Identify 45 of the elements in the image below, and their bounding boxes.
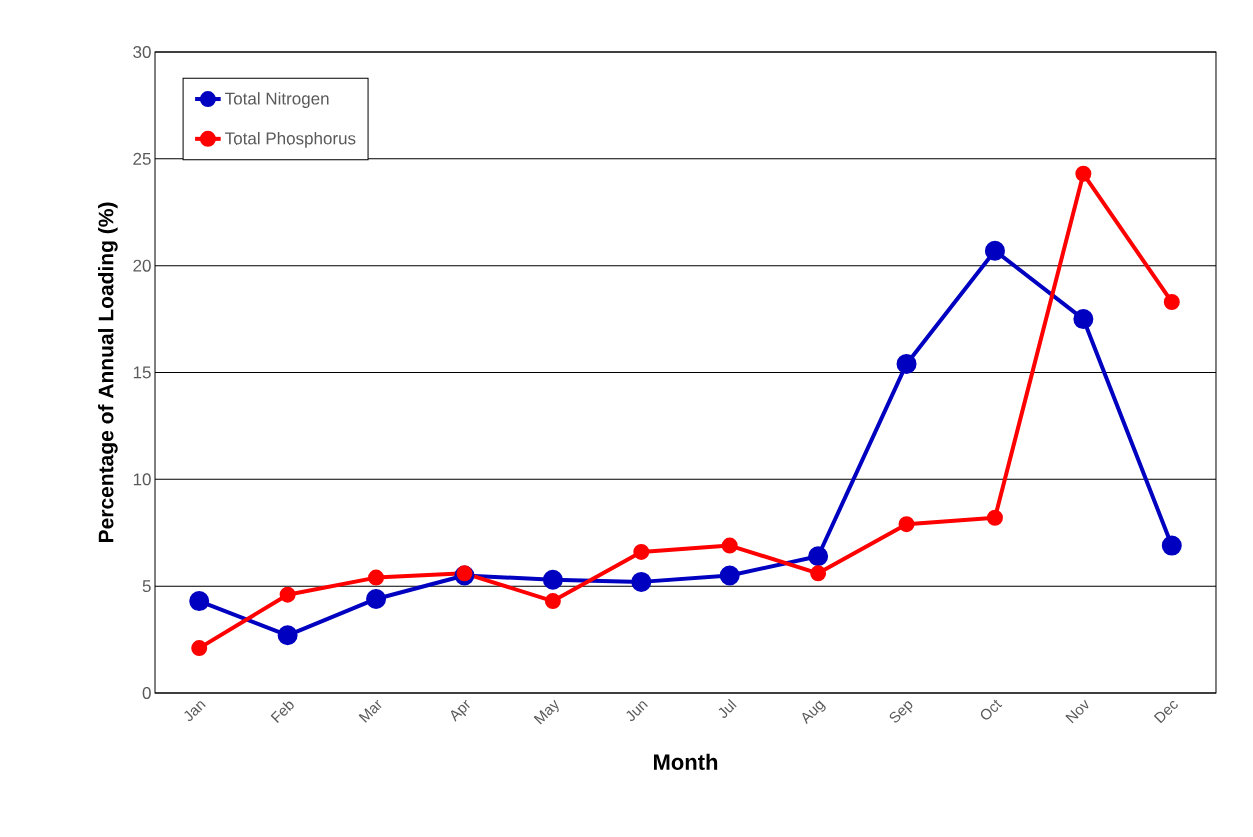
y-tick-label: 0: [142, 686, 151, 700]
y-tick-label: 15: [133, 366, 151, 379]
point: [633, 543, 650, 560]
point: [368, 569, 385, 586]
point: [542, 569, 563, 590]
point: [898, 516, 915, 533]
point: [1163, 293, 1180, 310]
point: [810, 565, 827, 582]
y-tick-label: 20: [133, 259, 151, 272]
y-tick-label: 5: [142, 580, 151, 593]
point: [984, 240, 1005, 261]
point: [719, 565, 740, 586]
point: [277, 625, 298, 646]
y-tick-label: 25: [133, 152, 151, 165]
legend-label: Total Phosphorus: [225, 131, 356, 148]
point: [544, 593, 561, 610]
point: [896, 353, 917, 374]
point: [279, 586, 296, 603]
point: [631, 571, 652, 592]
point: [191, 640, 208, 657]
point: [1075, 165, 1092, 182]
x-axis-title: Month: [653, 753, 718, 770]
x-tick-label: Feb: [270, 701, 294, 724]
x-tick-label: Jan: [184, 701, 206, 722]
x-tick-label: Jul: [718, 698, 737, 718]
point: [721, 537, 738, 554]
x-tick-label: Sep: [889, 701, 913, 723]
x-tick-label: Apr: [450, 699, 470, 722]
point: [986, 509, 1003, 526]
x-tick-label: Oct: [980, 699, 1003, 720]
x-tick-label: Jun: [626, 701, 648, 722]
x-tick-label: Aug: [802, 700, 826, 725]
y-axis-title: Percentage of Annual Loading (%): [98, 202, 118, 542]
legend-label: Total Nitrogen: [225, 92, 329, 108]
point: [808, 546, 829, 567]
y-tick-label: 10: [133, 473, 151, 486]
point: [189, 591, 210, 612]
y-tick-label: 30: [133, 45, 151, 59]
x-tick-label: Dec: [1153, 701, 1178, 724]
x-tick-label: Nov: [1065, 699, 1089, 724]
x-tick-label: Mar: [358, 699, 382, 723]
point: [366, 588, 387, 609]
x-tick-label: May: [533, 699, 559, 725]
point: [1161, 535, 1182, 556]
point: [1073, 309, 1094, 330]
